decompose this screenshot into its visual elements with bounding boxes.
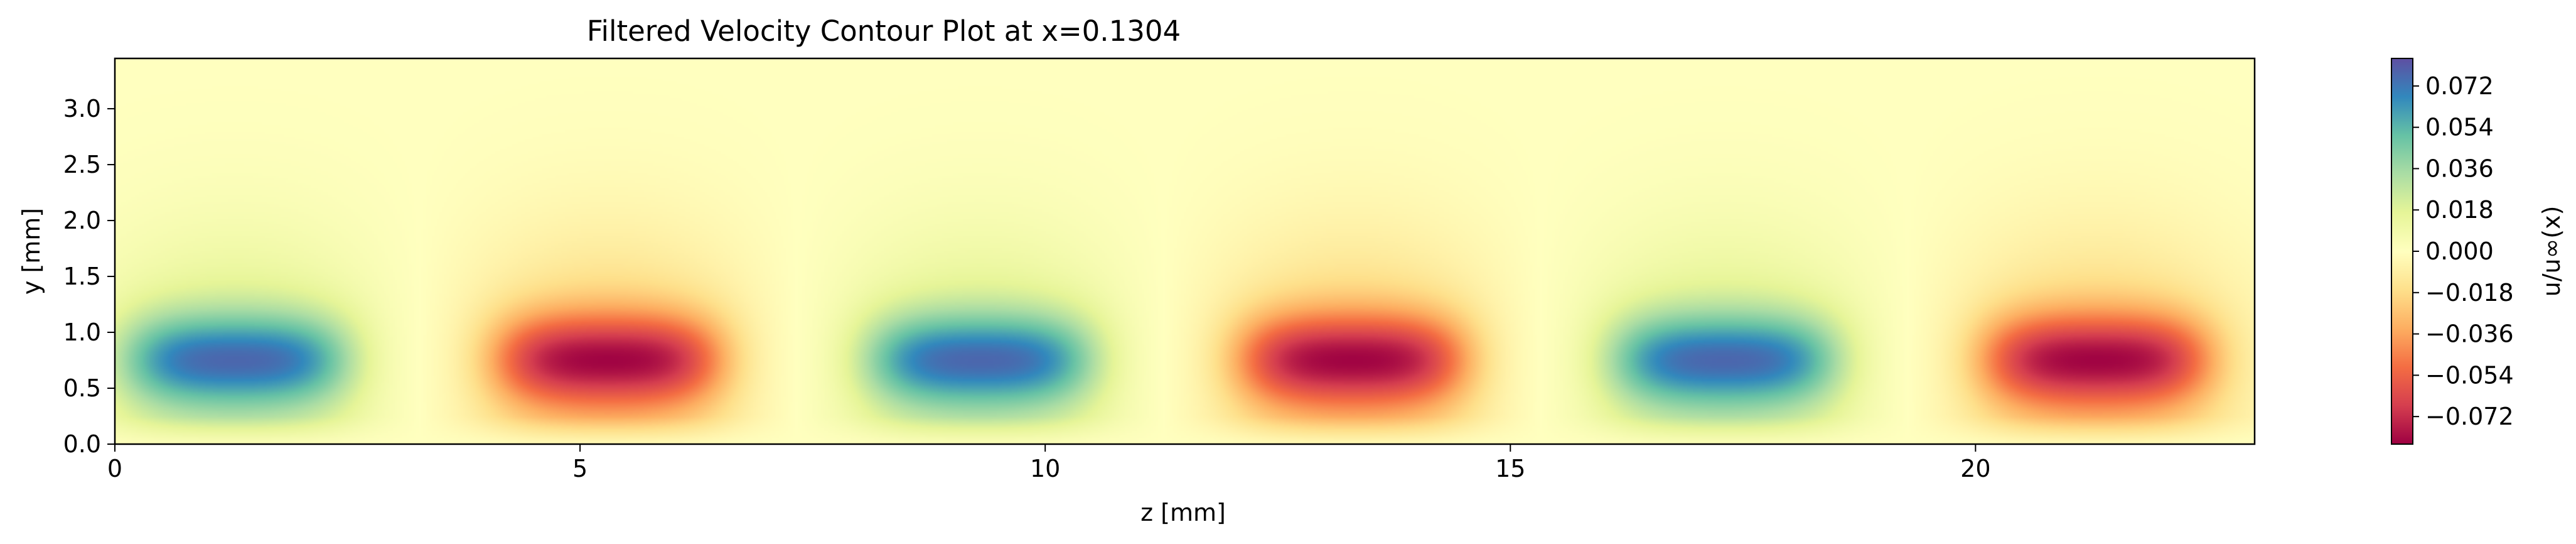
y-tick-label: 3.0 — [63, 95, 101, 122]
contour-field — [115, 58, 2255, 444]
colorbar-tick-label: 0.018 — [2425, 196, 2494, 224]
x-axis-label: z [mm] — [1140, 499, 1226, 526]
colorbar: 0.072 0.054 0.036 0.018 0.000 −0.018 −0.036 −0.… — [2391, 58, 2514, 444]
y-tick-label: 2.0 — [63, 207, 101, 234]
colorbar-label: u/u∞(x) — [2538, 206, 2565, 297]
x-tick-label: 15 — [1495, 455, 1525, 482]
y-axis: 0.0 0.5 1.0 1.5 2.0 2.5 3.0 — [63, 95, 115, 458]
colorbar-tick-label: −0.018 — [2425, 279, 2514, 307]
x-tick-label: 5 — [572, 455, 588, 482]
y-tick-label: 2.5 — [63, 151, 101, 178]
x-tick-label: 10 — [1030, 455, 1060, 482]
x-tick-label: 0 — [107, 455, 122, 482]
colorbar-tick-label: −0.054 — [2425, 361, 2514, 389]
y-axis-label: y [mm] — [18, 208, 45, 295]
x-tick-label: 20 — [1960, 455, 1990, 482]
y-tick-label: 1.5 — [63, 263, 101, 290]
colorbar-tick-label: 0.072 — [2425, 72, 2494, 100]
colorbar-tick-label: 0.000 — [2425, 237, 2494, 265]
y-tick-label: 0.5 — [63, 374, 101, 402]
plot-area — [115, 58, 2255, 444]
colorbar-gradient — [2391, 58, 2413, 444]
colorbar-tick-label: 0.054 — [2425, 114, 2494, 141]
colorbar-tick-label: −0.036 — [2425, 320, 2514, 348]
y-tick-label: 1.0 — [63, 318, 101, 346]
colorbar-tick-label: −0.072 — [2425, 403, 2514, 430]
colorbar-tick-label: 0.036 — [2425, 155, 2494, 182]
y-tick-label: 0.0 — [63, 430, 101, 458]
chart-title: Filtered Velocity Contour Plot at x=0.13… — [587, 14, 1181, 48]
x-axis: 0 5 10 15 20 — [107, 444, 1991, 482]
